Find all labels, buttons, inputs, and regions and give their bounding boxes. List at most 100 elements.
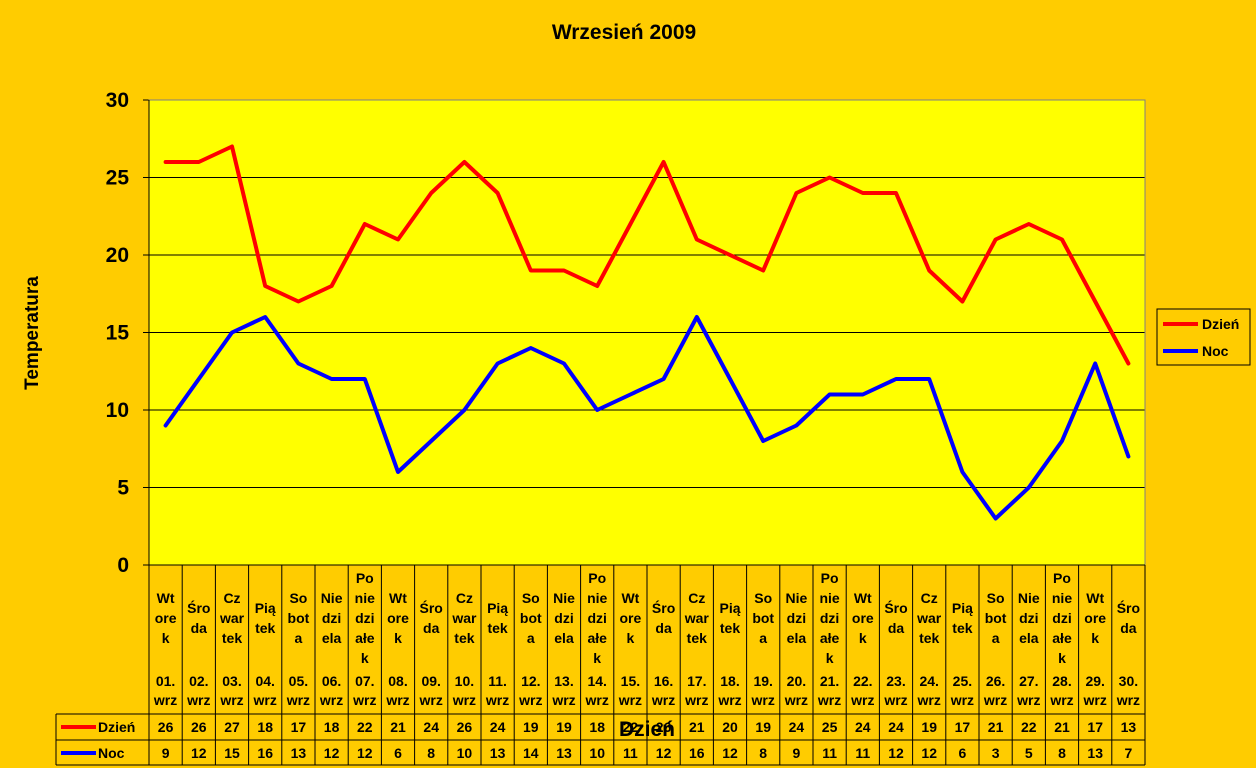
x-category-label: ela	[322, 630, 342, 646]
data-label: 19	[755, 719, 771, 735]
series-line-0	[163, 144, 1131, 366]
x-category-label: Cz	[921, 590, 938, 606]
x-category-label: Cz	[688, 590, 705, 606]
x-category-label: k	[162, 630, 170, 646]
x-category-label: Po	[588, 570, 606, 586]
x-category-label: k	[627, 630, 635, 646]
x-category-label: Śro	[187, 599, 210, 616]
x-category-label: Nie	[321, 590, 343, 606]
series-line-1	[163, 315, 1131, 521]
data-label: 6	[394, 745, 402, 761]
x-category-label: ałe	[355, 630, 375, 646]
x-category-label: tek	[222, 630, 242, 646]
x-category-date: wrz	[618, 692, 642, 708]
x-category-label: tek	[687, 630, 707, 646]
data-label: 19	[523, 719, 539, 735]
data-label: 24	[490, 719, 506, 735]
x-category-label: tek	[919, 630, 939, 646]
x-category-label: Pią	[952, 600, 973, 616]
x-category-label: ałe	[820, 630, 840, 646]
x-category-date: wrz	[452, 692, 476, 708]
data-label: 26	[158, 719, 174, 735]
x-category-label: tek	[720, 620, 740, 636]
data-label: 24	[789, 719, 805, 735]
x-category-label: k	[361, 650, 369, 666]
data-label: 26	[457, 719, 473, 735]
data-label: 13	[490, 745, 506, 761]
x-category-date: wrz	[518, 692, 542, 708]
x-category-date: wrz	[1083, 692, 1107, 708]
x-category-date: 24.	[919, 673, 938, 689]
x-category-label: tek	[454, 630, 474, 646]
x-category-label: Po	[1053, 570, 1071, 586]
x-category-label: da	[191, 620, 208, 636]
series-lines	[163, 144, 1131, 521]
legend-entry: Dzień	[1202, 316, 1239, 332]
x-category-date: 03.	[222, 673, 241, 689]
x-category-label: Śro	[420, 599, 443, 616]
data-label: 20	[722, 719, 738, 735]
x-category-label: da	[888, 620, 905, 636]
data-label: 12	[722, 745, 738, 761]
x-category-label: nie	[1052, 590, 1072, 606]
x-category-label: bot	[752, 610, 774, 626]
x-category-date: 09.	[421, 673, 440, 689]
data-label: 27	[224, 719, 240, 735]
x-category-label: da	[423, 620, 440, 636]
data-label: 6	[959, 745, 967, 761]
table-row-name: Dzień	[98, 719, 135, 735]
x-category-label: Śro	[884, 599, 907, 616]
data-label: 10	[589, 745, 605, 761]
x-category-label: Wt	[621, 590, 639, 606]
x-category-label: ałe	[587, 630, 607, 646]
x-category-label: da	[1120, 620, 1137, 636]
data-label: 11	[855, 745, 870, 761]
x-category-label: nie	[587, 590, 607, 606]
x-category-date: 22.	[853, 673, 872, 689]
data-label: 17	[291, 719, 307, 735]
data-label: 21	[988, 719, 1004, 735]
x-category-date: wrz	[551, 692, 575, 708]
x-category-label: a	[295, 630, 303, 646]
x-category-label: k	[859, 630, 867, 646]
x-category-label: So	[289, 590, 307, 606]
legend: Dzień Noc	[1156, 308, 1251, 366]
data-label: 22	[1021, 719, 1037, 735]
x-category-date: wrz	[153, 692, 177, 708]
x-category-date: wrz	[784, 692, 808, 708]
data-label: 13	[1121, 719, 1137, 735]
x-category-label: bot	[288, 610, 310, 626]
x-category-date: 20.	[787, 673, 806, 689]
x-category-date: wrz	[983, 692, 1007, 708]
x-category-date: wrz	[385, 692, 409, 708]
x-category-label: dzi	[322, 610, 341, 626]
data-label: 8	[759, 745, 767, 761]
data-label: 18	[589, 719, 605, 735]
data-label: 13	[291, 745, 307, 761]
data-label: 17	[955, 719, 971, 735]
x-category-label: ore	[387, 610, 409, 626]
x-category-label: Wt	[389, 590, 407, 606]
x-category-label: ore	[620, 610, 642, 626]
x-category-label: Nie	[1018, 590, 1040, 606]
x-category-label: k	[394, 630, 402, 646]
x-category-label: dzi	[587, 610, 606, 626]
x-category-date: 26.	[986, 673, 1005, 689]
x-category-label: dzi	[355, 610, 374, 626]
x-axis-label: Dzień	[619, 718, 675, 741]
x-category-date: 29.	[1085, 673, 1104, 689]
data-label: 26	[656, 719, 672, 735]
y-tick-label: 10	[106, 399, 129, 422]
x-category-date: 25.	[953, 673, 972, 689]
data-label: 24	[423, 719, 439, 735]
data-label: 26	[191, 719, 207, 735]
x-category-label: tek	[255, 620, 275, 636]
x-category-label: So	[754, 590, 772, 606]
x-category-date: 12.	[521, 673, 540, 689]
x-category-date: 16.	[654, 673, 673, 689]
x-category-date: 06.	[322, 673, 341, 689]
y-axis-label: Temperatura	[22, 276, 43, 390]
data-label: 17	[1087, 719, 1103, 735]
x-category-label: Wt	[157, 590, 175, 606]
data-table: Wtorek01.wrzŚroda02.wrzCzwartek03.wrzPią…	[55, 565, 1146, 766]
